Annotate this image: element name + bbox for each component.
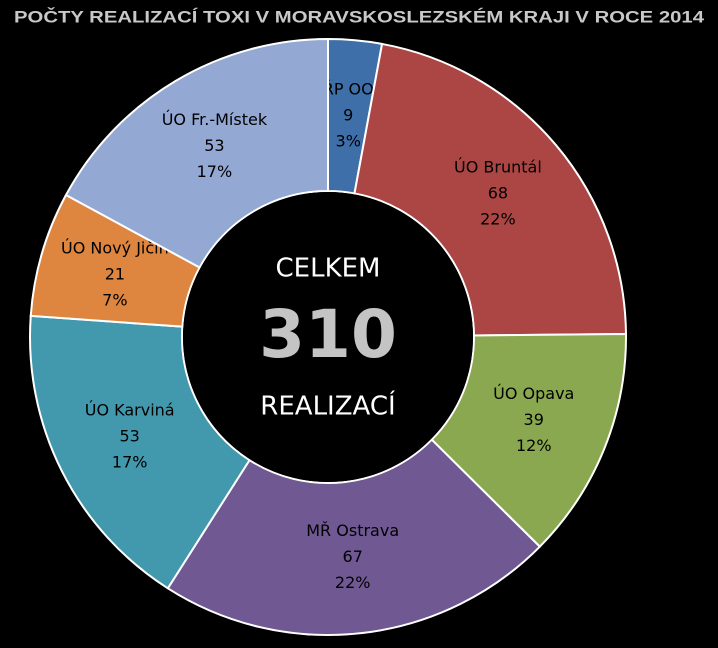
slice-value: 9 <box>343 105 353 124</box>
slice-label: ÚO Bruntál <box>454 158 542 177</box>
slice-label: KŘP OOK <box>312 79 385 98</box>
slice-value: 53 <box>120 426 140 445</box>
slice-label: ÚO Karviná <box>85 400 175 419</box>
slice <box>166 438 542 636</box>
slice-value: 39 <box>524 410 544 429</box>
slice <box>29 314 251 590</box>
center-total: 310 <box>259 296 397 373</box>
center-top: CELKEM <box>276 254 381 284</box>
slice <box>353 42 627 337</box>
slice-percent: 12% <box>516 436 552 455</box>
slice-percent: 22% <box>335 573 371 592</box>
slice-label: ÚO Nový Jičín <box>61 238 169 257</box>
donut-hole <box>183 192 473 482</box>
chart-title: POČTY REALIZACÍ TOXI V MORAVSKOSLEZSKÉM … <box>14 7 705 26</box>
slice-value: 67 <box>343 547 363 566</box>
slice-percent: 17% <box>112 452 148 471</box>
slice <box>64 37 329 269</box>
slice-percent: 17% <box>197 162 233 181</box>
slice-percent: 7% <box>102 290 127 309</box>
slice-label: MŘ Ostrava <box>306 521 399 540</box>
slice-percent: 22% <box>480 210 516 229</box>
slice-value: 68 <box>488 184 508 203</box>
center-bottom: REALIZACÍ <box>260 390 395 422</box>
slice-value: 21 <box>105 264 125 283</box>
slice-value: 53 <box>204 136 224 155</box>
slice-percent: 3% <box>336 131 361 150</box>
slice <box>430 332 627 549</box>
slice-label: ÚO Fr.-Místek <box>162 110 268 129</box>
slice-label: ÚO Opava <box>493 384 574 403</box>
